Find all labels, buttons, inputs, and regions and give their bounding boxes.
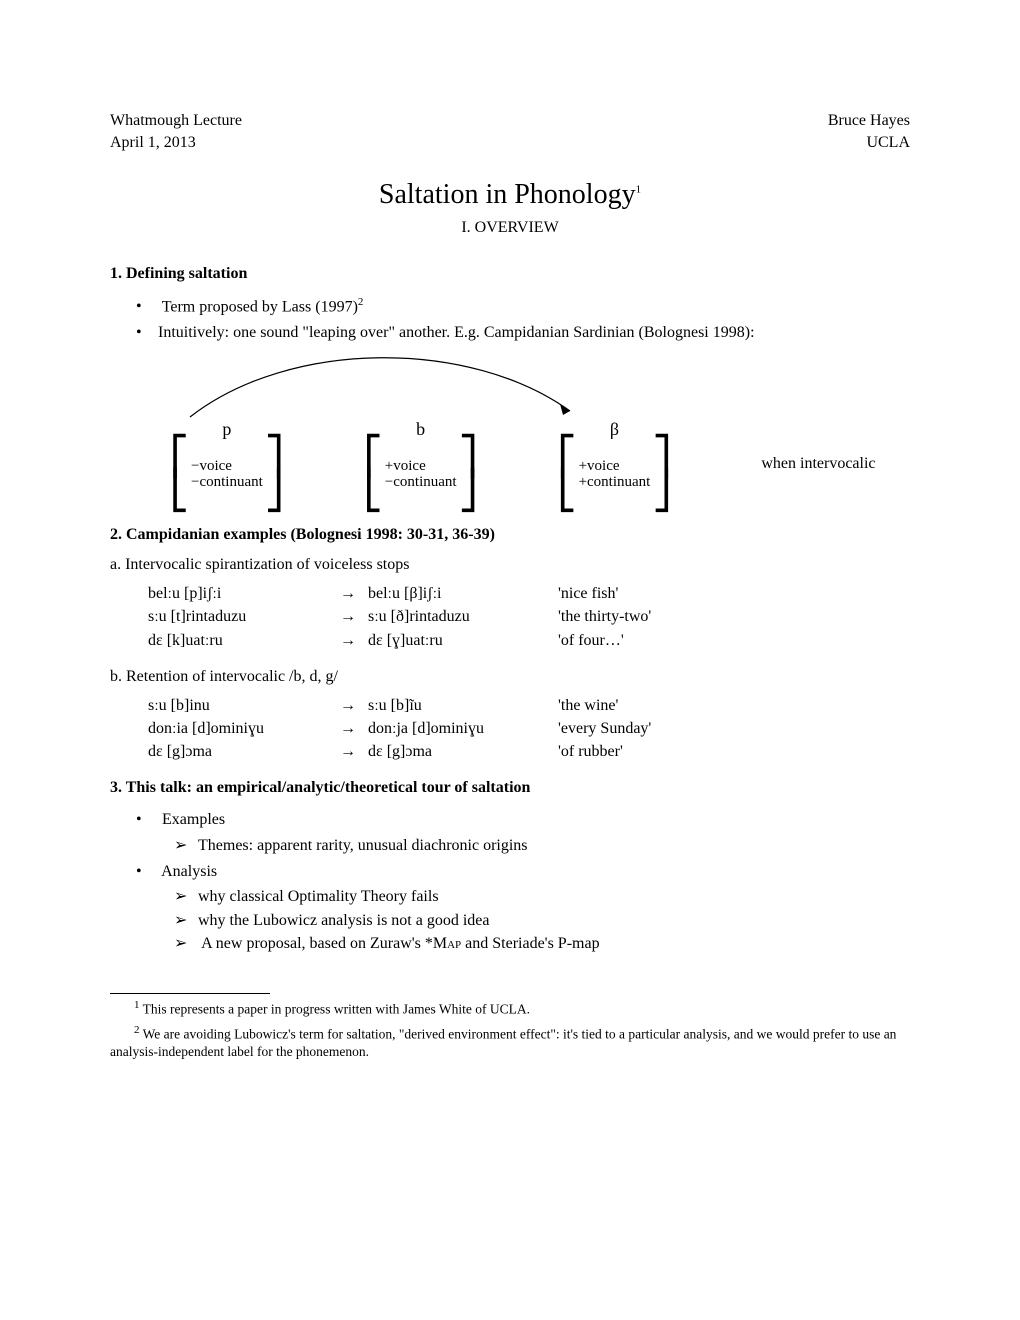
ex-b2-gloss: 'every Sunday' bbox=[558, 717, 651, 740]
footnote-2: 2 We are avoiding Lubowicz's term for sa… bbox=[110, 1023, 910, 1062]
page: Whatmough Lecture April 1, 2013 Bruce Ha… bbox=[0, 0, 1020, 1126]
examples-a: belːu [p]iʃːi → belːu [β]iʃːi 'nice fish… bbox=[110, 582, 910, 652]
ex-a1-gloss: 'nice fish' bbox=[558, 582, 618, 605]
table-row: donːia [d]ominiɣu → donːja [d]ominiɣu 'e… bbox=[148, 717, 910, 740]
feat-b-voice: +voice bbox=[385, 458, 457, 475]
ex-b3-gloss: 'of rubber' bbox=[558, 740, 623, 763]
header: Whatmough Lecture April 1, 2013 Bruce Ha… bbox=[110, 110, 910, 155]
ex-b2-in: donːia [d]ominiɣu bbox=[148, 717, 328, 740]
sec3-bullet-analysis: Analysis why classical Optimality Theory… bbox=[158, 861, 910, 955]
sec3-b2-sub3-post: and Steriade's P-map bbox=[461, 935, 599, 952]
sec1-bullets: Term proposed by Lass (1997)2 Intuitivel… bbox=[110, 295, 910, 344]
ex-a3-out: dɛ [ɣ]uatːru bbox=[368, 629, 558, 652]
feat-beta-cont: +continuant bbox=[579, 474, 651, 491]
when-intervocalic: when intervocalic bbox=[761, 455, 875, 473]
table-row: sːu [b]inu → sːu [b]ĩu 'the wine' bbox=[148, 694, 910, 717]
ex-b2-out: donːja [d]ominiɣu bbox=[368, 717, 558, 740]
arrow-icon: → bbox=[328, 629, 368, 652]
feature-col-p: p ⎡⎣ −voice −continuant ⎤⎦ bbox=[170, 419, 284, 508]
title-footnote-ref: 1 bbox=[636, 183, 642, 195]
left-bracket-icon: ⎡⎣ bbox=[364, 440, 383, 508]
matrix-p: ⎡⎣ −voice −continuant ⎤⎦ bbox=[170, 440, 284, 508]
author-name: Bruce Hayes bbox=[828, 110, 910, 132]
header-right: Bruce Hayes UCLA bbox=[828, 110, 910, 155]
sec3-bullet-examples: Examples Themes: apparent rarity, unusua… bbox=[158, 809, 910, 856]
matrix-b: ⎡⎣ +voice −continuant ⎤⎦ bbox=[364, 440, 478, 508]
arrow-icon: → bbox=[328, 694, 368, 717]
sec3-b2-sub1: why classical Optimality Theory fails bbox=[198, 886, 910, 908]
arrow-icon: → bbox=[328, 605, 368, 628]
feat-p-cont: −continuant bbox=[191, 474, 263, 491]
ex-a1-out: belːu [β]iʃːi bbox=[368, 582, 558, 605]
section-overview: I. OVERVIEW bbox=[110, 219, 910, 237]
table-row: sːu [t]rintaduzu → sːu [ð]rintaduzu 'the… bbox=[148, 605, 910, 628]
left-bracket-icon: ⎡⎣ bbox=[558, 440, 577, 508]
ex-b3-in: dɛ [g]ɔma bbox=[148, 740, 328, 763]
arc-curve bbox=[190, 358, 570, 417]
feature-col-b: b ⎡⎣ +voice −continuant ⎤⎦ bbox=[364, 419, 478, 508]
footnote-2-text: We are avoiding Lubowicz's term for salt… bbox=[110, 1026, 896, 1059]
right-bracket-icon: ⎤⎦ bbox=[459, 440, 478, 508]
sec1-bullet-1-text: Term proposed by Lass (1997) bbox=[162, 298, 358, 315]
heading-defining-saltation: 1. Defining saltation bbox=[110, 265, 910, 283]
sec3-b2-label: Analysis bbox=[161, 863, 217, 880]
ex-a2-gloss: 'the thirty-two' bbox=[558, 605, 651, 628]
leap-arc-diagram bbox=[170, 349, 590, 419]
sec3-b2-sub3-pre: A new proposal, based on Zuraw's * bbox=[201, 935, 433, 952]
lecture-date: April 1, 2013 bbox=[110, 132, 242, 154]
feat-beta-voice: +voice bbox=[579, 458, 651, 475]
title-text: Saltation in Phonology bbox=[379, 179, 636, 210]
ex-b1-in: sːu [b]inu bbox=[148, 694, 328, 717]
sec3-b2-sub3-sc: Map bbox=[433, 935, 461, 952]
ex-b3-out: dɛ [g]ɔma bbox=[368, 740, 558, 763]
lecture-name: Whatmough Lecture bbox=[110, 110, 242, 132]
sec3-b1-sub1: Themes: apparent rarity, unusual diachro… bbox=[198, 835, 910, 857]
footnote-separator bbox=[110, 993, 270, 994]
sub-b: b. Retention of intervocalic /b, d, g/ bbox=[110, 668, 910, 686]
arrow-icon: → bbox=[328, 740, 368, 763]
examples-b: sːu [b]inu → sːu [b]ĩu 'the wine' donːia… bbox=[110, 694, 910, 764]
table-row: dɛ [g]ɔma → dɛ [g]ɔma 'of rubber' bbox=[148, 740, 910, 763]
page-title: Saltation in Phonology1 bbox=[110, 179, 910, 211]
heading-this-talk: 3. This talk: an empirical/analytic/theo… bbox=[110, 779, 910, 797]
ex-a1-in: belːu [p]iʃːi bbox=[148, 582, 328, 605]
arrow-icon: → bbox=[328, 717, 368, 740]
author-affiliation: UCLA bbox=[828, 132, 910, 154]
sec3-b2-sub2: why the Lubowicz analysis is not a good … bbox=[198, 910, 910, 932]
footnote-1: 1 This represents a paper in progress wr… bbox=[110, 998, 910, 1019]
feat-p-voice: −voice bbox=[191, 458, 263, 475]
sec3-b1-label: Examples bbox=[162, 811, 225, 828]
heading-campidanian: 2. Campidanian examples (Bolognesi 1998:… bbox=[110, 526, 910, 544]
table-row: belːu [p]iʃːi → belːu [β]iʃːi 'nice fish… bbox=[148, 582, 910, 605]
table-row: dɛ [k]uatːru → dɛ [ɣ]uatːru 'of four…' bbox=[148, 629, 910, 652]
sec3-bullets: Examples Themes: apparent rarity, unusua… bbox=[110, 809, 910, 955]
ex-b1-gloss: 'the wine' bbox=[558, 694, 618, 717]
arrow-icon: → bbox=[328, 582, 368, 605]
sec1-bullet-1: Term proposed by Lass (1997)2 bbox=[158, 295, 910, 318]
ex-a2-in: sːu [t]rintaduzu bbox=[148, 605, 328, 628]
feat-b-cont: −continuant bbox=[385, 474, 457, 491]
sec1-bullet-1-footref: 2 bbox=[358, 296, 364, 308]
ex-a2-out: sːu [ð]rintaduzu bbox=[368, 605, 558, 628]
sub-a: a. Intervocalic spirantization of voicel… bbox=[110, 556, 910, 574]
sec1-bullet-2: Intuitively: one sound "leaping over" an… bbox=[158, 322, 910, 344]
footnote-1-text: This represents a paper in progress writ… bbox=[140, 1001, 531, 1016]
feature-col-beta: β ⎡⎣ +voice +continuant ⎤⎦ bbox=[558, 419, 672, 508]
sec3-b2-subs: why classical Optimality Theory fails wh… bbox=[158, 886, 910, 955]
ex-a3-gloss: 'of four…' bbox=[558, 629, 624, 652]
ex-b1-out: sːu [b]ĩu bbox=[368, 694, 558, 717]
header-left: Whatmough Lecture April 1, 2013 bbox=[110, 110, 242, 155]
feature-matrix-row: p ⎡⎣ −voice −continuant ⎤⎦ b ⎡⎣ +voice −… bbox=[110, 419, 910, 508]
right-bracket-icon: ⎤⎦ bbox=[652, 440, 671, 508]
ex-a3-in: dɛ [k]uatːru bbox=[148, 629, 328, 652]
sec3-b1-subs: Themes: apparent rarity, unusual diachro… bbox=[158, 835, 910, 857]
sec3-b2-sub3: A new proposal, based on Zuraw's *Map an… bbox=[198, 933, 910, 955]
matrix-beta: ⎡⎣ +voice +continuant ⎤⎦ bbox=[558, 440, 672, 508]
left-bracket-icon: ⎡⎣ bbox=[170, 440, 189, 508]
right-bracket-icon: ⎤⎦ bbox=[265, 440, 284, 508]
